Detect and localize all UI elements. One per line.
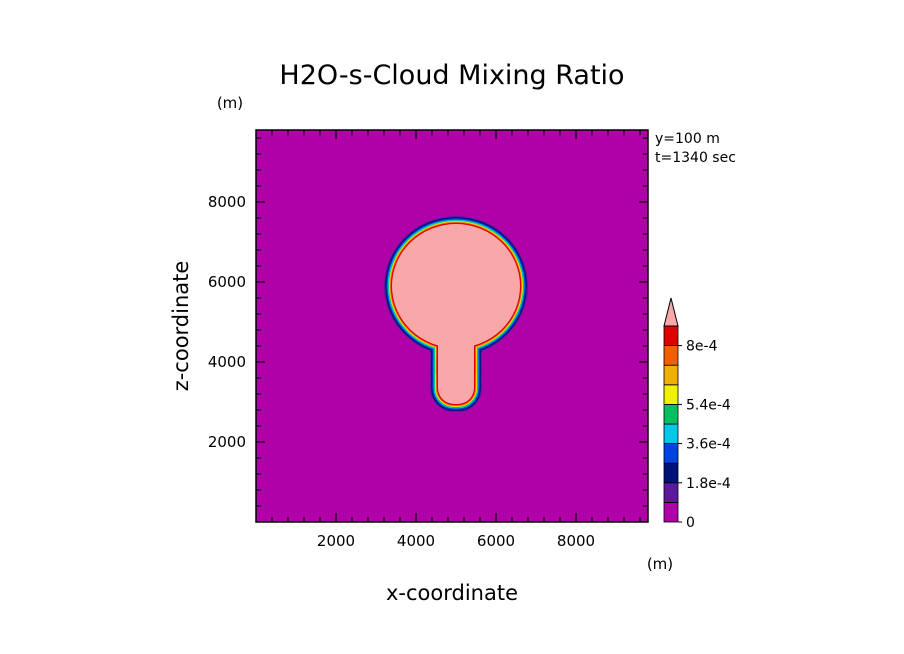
colorbar: 0 1.8e-4 3.6e-4 5.4e-4 8e-4 [663,297,731,531]
colorbar-cell [663,501,679,523]
colorbar-cell [663,345,679,366]
colorbar-cell [663,462,679,484]
colorbar-extend-arrow [663,297,679,327]
contour-band [392,224,520,404]
colorbar-cell [663,364,679,386]
info-time: t=1340 sec [655,150,736,166]
x-tick-label: 8000 [557,532,595,550]
y-axis-label: z-coordinate [169,261,193,392]
chart-title: H2O-s-Cloud Mixing Ratio [279,60,624,91]
info-y-position: y=100 m [655,131,720,147]
colorbar-cell [663,443,679,464]
colorbar-cell [663,384,679,405]
colorbar-cell [663,325,679,347]
colorbar-cell [663,423,679,445]
x-tick-label: 6000 [477,532,515,550]
colorbar-label: 0 [686,515,695,531]
colorbar-label: 8e-4 [686,339,718,355]
y-tick-label: 2000 [208,433,246,451]
colorbar-label: 5.4e-4 [686,397,731,413]
colorbar-cell [663,403,679,425]
y-tick-label: 6000 [208,273,246,291]
x-unit-label: (m) [647,555,673,573]
colorbar-label: 3.6e-4 [686,437,731,453]
plot-area [256,130,648,522]
x-axis-label: x-coordinate [386,581,518,605]
y-tick-label: 8000 [208,193,246,211]
x-tick-label: 4000 [397,532,435,550]
colorbar-cell [663,482,679,503]
x-tick-label: 2000 [317,532,355,550]
colorbar-label: 1.8e-4 [686,476,731,492]
plot-frame [255,129,649,523]
y-unit-label: (m) [217,94,243,112]
axis-ticks: 2000 4000 6000 8000 2000 4000 6000 8000 [208,130,648,550]
cloud-cap-band [392,224,520,348]
cloud-stem-band-upper [438,342,474,373]
y-tick-label: 4000 [208,353,246,371]
